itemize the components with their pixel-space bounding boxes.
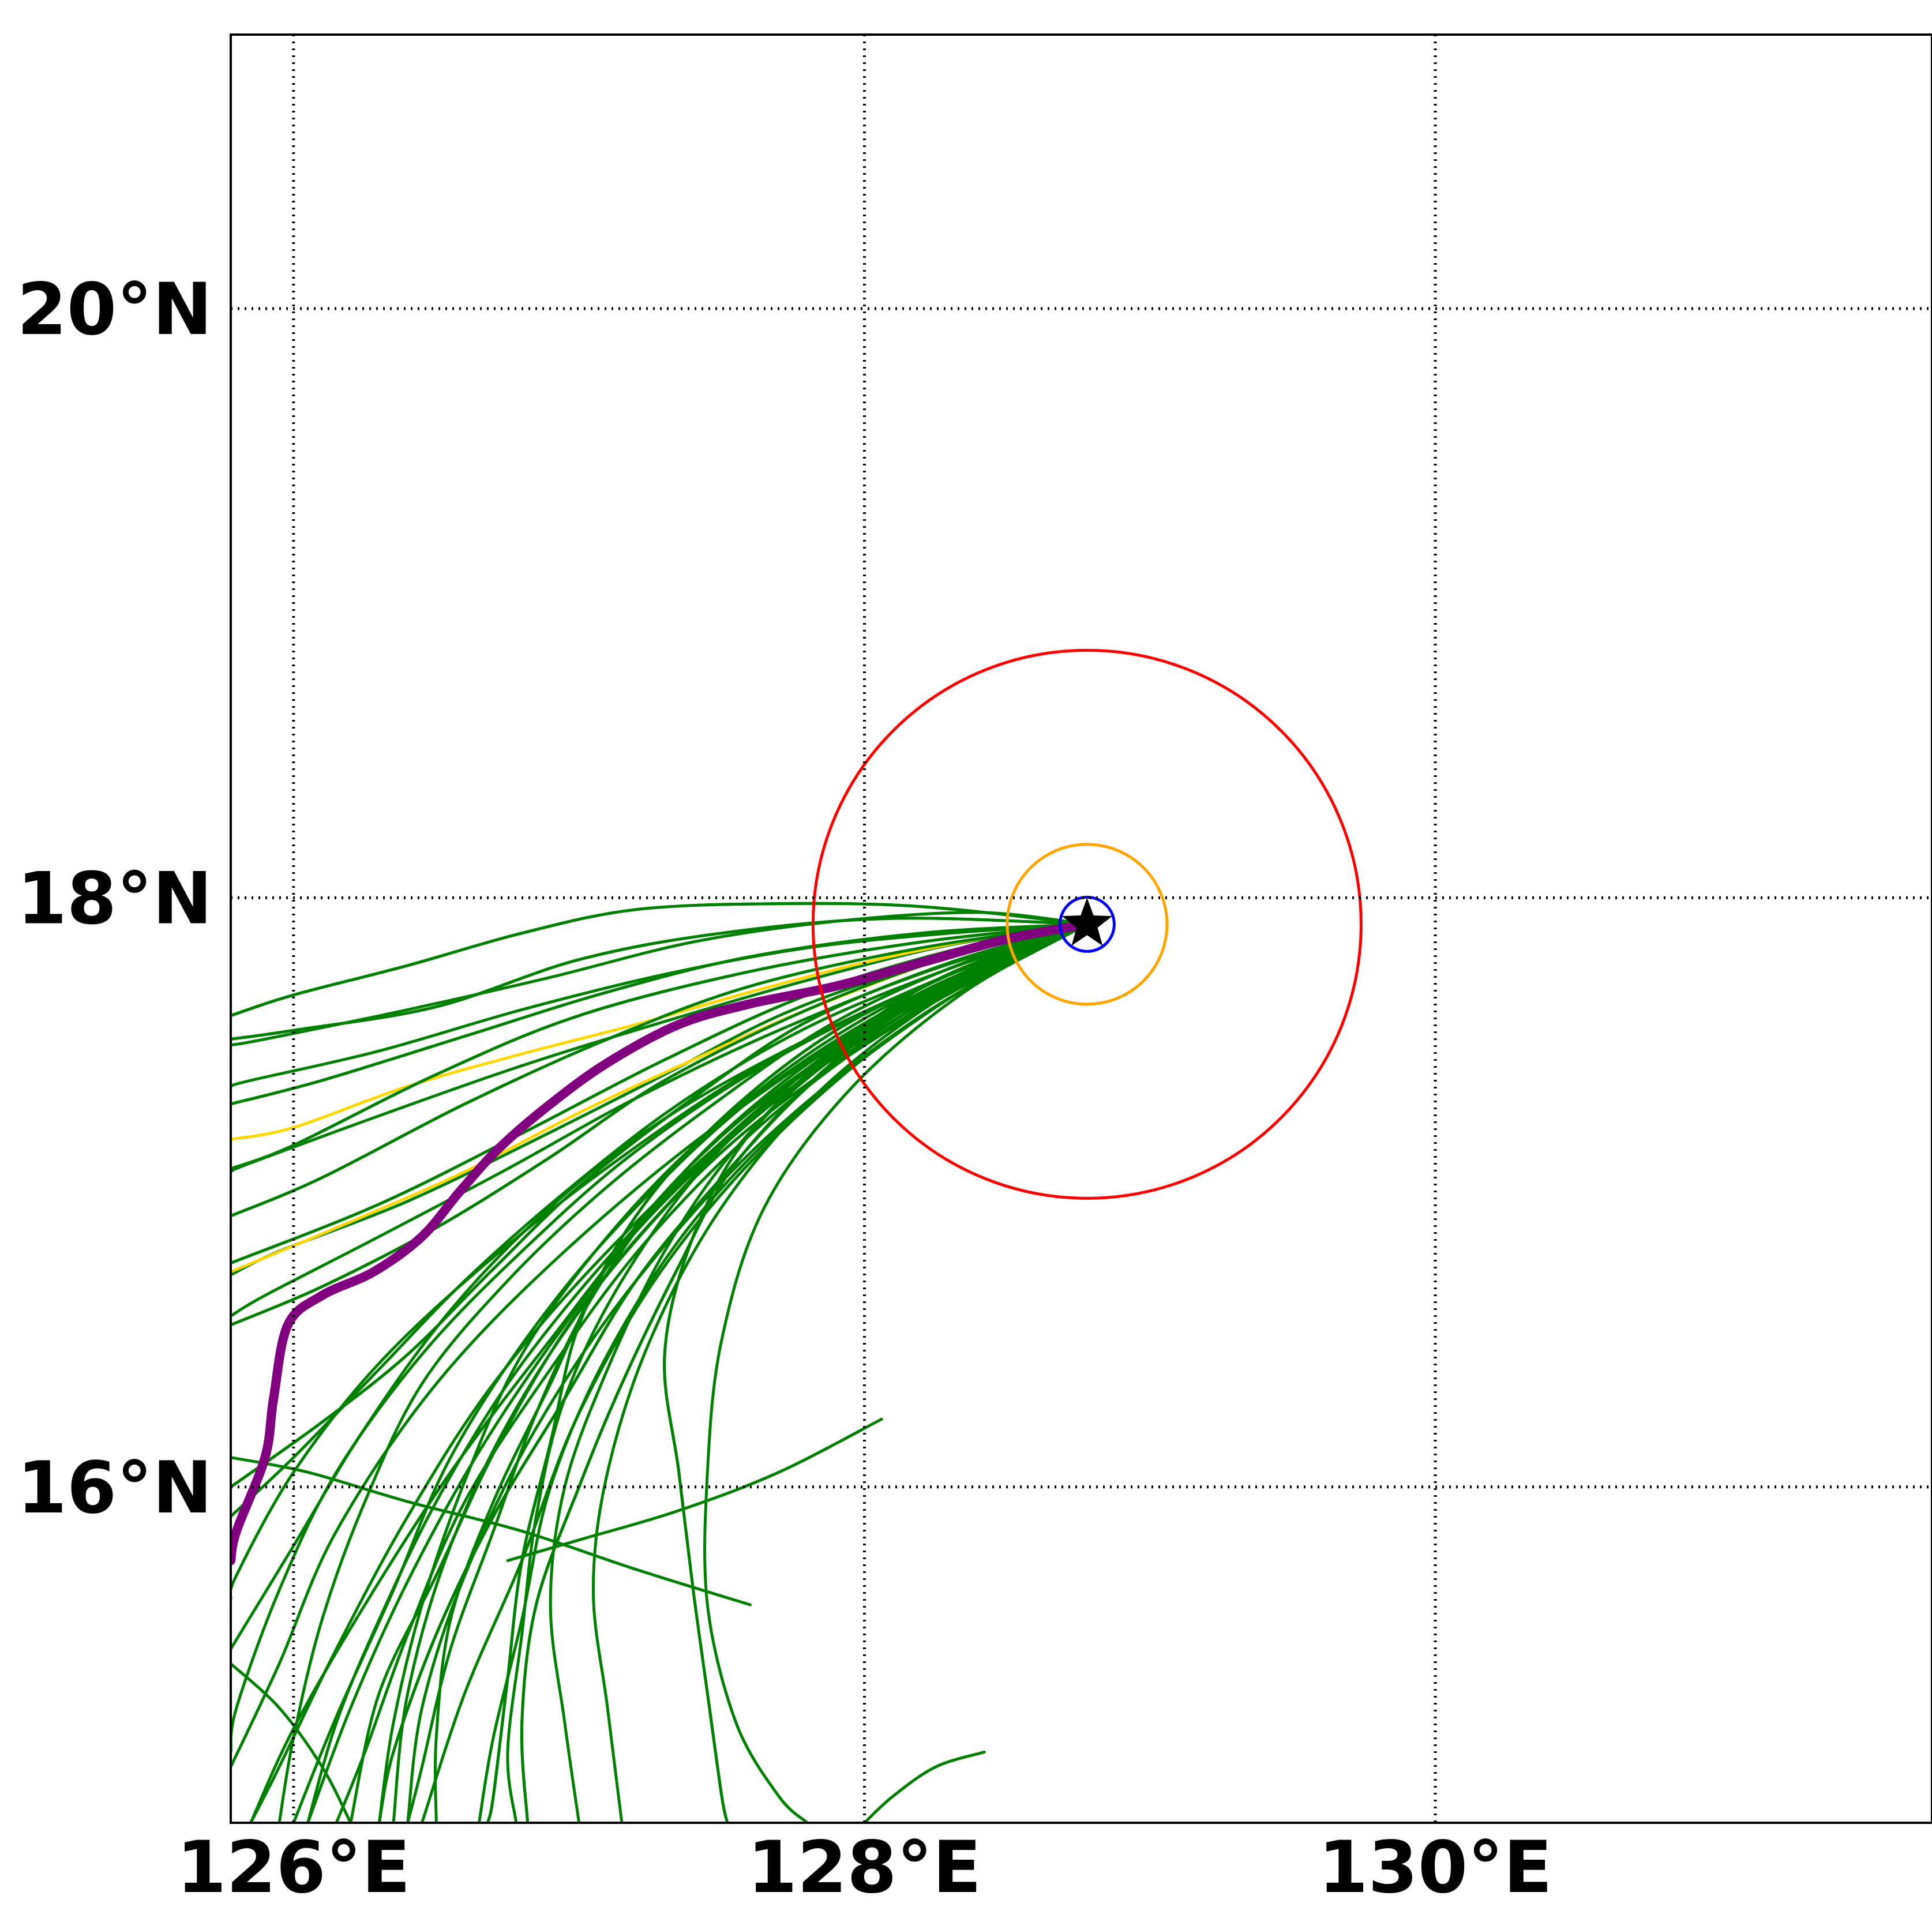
ensemble-track [231,922,1089,1489]
star-icon [1061,898,1113,946]
ensemble-track [421,922,1089,1823]
ensemble-track [231,917,1089,1041]
ensemble-track [349,922,1089,1823]
storm-marker [1061,898,1113,946]
ensemble-track [663,922,1089,1823]
ensemble-track [231,902,1089,1018]
ensemble-track [292,922,1089,1823]
ensemble-track [377,922,1089,1823]
ensemble-track [231,1662,352,1823]
ensemble-track [703,922,1089,1823]
ensemble-track [335,922,1089,1823]
x-tick-label-126e: 126°E [177,1826,411,1907]
ensemble-track [406,922,1089,1823]
ensemble-track [506,922,1089,1823]
ensemble-track [486,922,1089,1823]
ensemble-track [377,922,1089,1823]
middle-range-circle [1006,843,1169,1006]
ensemble-track [377,922,1089,1823]
ensemble-track [663,922,1089,1823]
graticule [231,35,1932,1823]
ensemble-track [231,922,1089,1769]
ensemble-track [520,922,1089,1823]
x-tick-label-128e: 128°E [748,1826,982,1907]
tracks-layer [231,902,1092,1823]
y-tick-label-18n: 18°N [17,857,212,940]
ensemble-track [231,922,1089,1754]
range-circles [811,648,1363,1200]
y-tick-label-16n: 16°N [17,1447,212,1530]
inner-range-circle [1058,895,1116,953]
ensemble-track [277,922,1089,1823]
ensemble-track [231,922,1089,1218]
ensemble-track [433,922,1089,1823]
x-tick-label-130e: 130°E [1318,1826,1552,1907]
mean-track [231,919,1092,1566]
outer-range-circle [811,648,1363,1200]
ensemble-track [231,1456,752,1606]
ensemble-track [231,922,1089,1088]
ensemble-track [863,1750,986,1823]
ensemble-track [231,922,1089,1106]
y-tick-label-20n: 20°N [17,268,212,351]
ensemble-track [486,922,1089,1823]
ensemble-track [231,922,1089,1170]
map-frame [230,33,1932,1824]
